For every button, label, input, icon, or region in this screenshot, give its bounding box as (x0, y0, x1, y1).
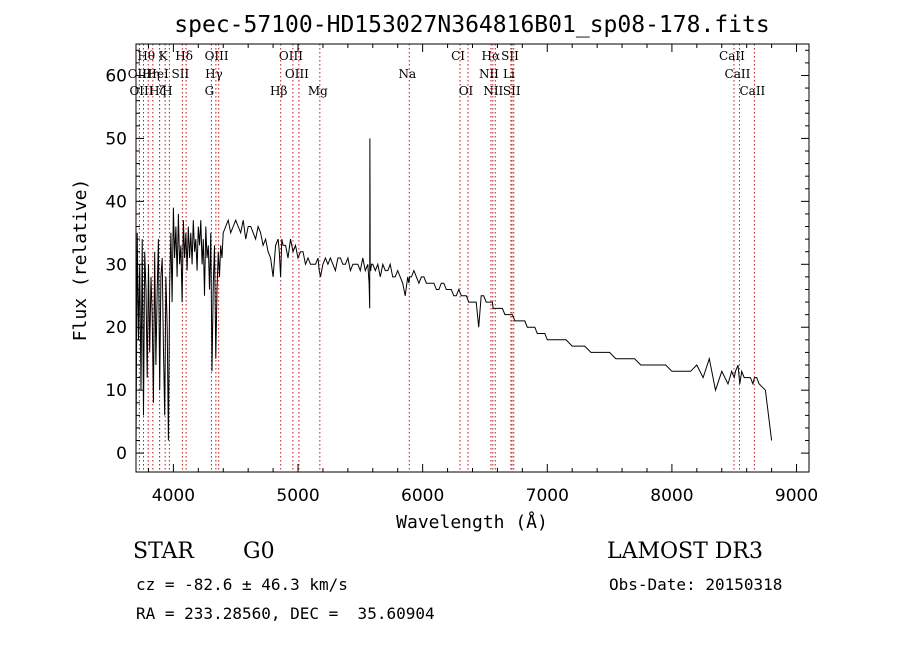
line-label: OIII (285, 67, 309, 81)
plot-frame (135, 43, 810, 473)
line-label: Hβ (270, 84, 287, 98)
line-label: Hδ (175, 49, 193, 63)
subclass: G0 (243, 539, 275, 564)
object-class: STAR (133, 539, 194, 564)
line-label: Hγ (205, 67, 223, 81)
chart-title: spec-57100-HD153027N364816B01_sp08-178.f… (174, 12, 769, 38)
line-label: CaII (725, 67, 751, 81)
obs-date: Obs-Date: 20150318 (609, 575, 783, 594)
line-label: G (205, 84, 215, 98)
line-label: NII (479, 67, 499, 81)
line-label: OII (128, 67, 148, 81)
x-tick-label: 9000 (775, 486, 818, 506)
line-label: Na (398, 67, 416, 81)
y-tick-label: 0 (116, 444, 127, 464)
y-tick-label: 60 (105, 66, 127, 86)
x-tick-label: 7000 (526, 486, 569, 506)
axis-ticks: 4000 5000 6000 7000 8000 9000 0 10 20 30 40 50 60 (105, 44, 818, 506)
line-label: Mg (308, 84, 328, 98)
x-tick-label: 6000 (401, 486, 444, 506)
x-tick-label: 5000 (276, 486, 319, 506)
y-tick-label: 20 (105, 318, 127, 338)
x-axis-label: Wavelength (Å) (396, 511, 548, 533)
line-label: CI (451, 49, 465, 63)
line-label: CaII (719, 49, 745, 63)
line-label: OI (459, 84, 474, 98)
line-label: SII (501, 49, 519, 63)
line-label: NII (483, 84, 503, 98)
x-tick-label: 4000 (152, 486, 195, 506)
y-tick-label: 30 (105, 255, 127, 275)
line-label: SII (503, 84, 521, 98)
line-label: K (159, 49, 169, 63)
line-label: HeI (146, 67, 169, 81)
spectrum-line (135, 138, 773, 454)
line-label: Hζ (149, 84, 166, 98)
y-tick-label: 50 (105, 129, 127, 149)
y-tick-label: 40 (105, 192, 127, 212)
line-label: H (162, 84, 172, 98)
y-tick-label: 10 (105, 381, 127, 401)
redshift-value: cz = -82.6 ± 46.3 km/s (136, 575, 348, 594)
line-label: SII (172, 67, 190, 81)
line-label: Li (503, 67, 515, 81)
coordinates: RA = 233.28560, DEC = 35.60904 (136, 604, 435, 623)
line-label: OIII (279, 49, 303, 63)
x-tick-label: 8000 (650, 486, 693, 506)
line-label: CaII (739, 84, 765, 98)
line-label: OIII (205, 49, 229, 63)
line-label: Hη (142, 67, 160, 81)
y-axis-label: Flux (relative) (70, 179, 91, 342)
line-label: Hθ (137, 49, 155, 63)
survey-name: LAMOST DR3 (607, 539, 763, 564)
